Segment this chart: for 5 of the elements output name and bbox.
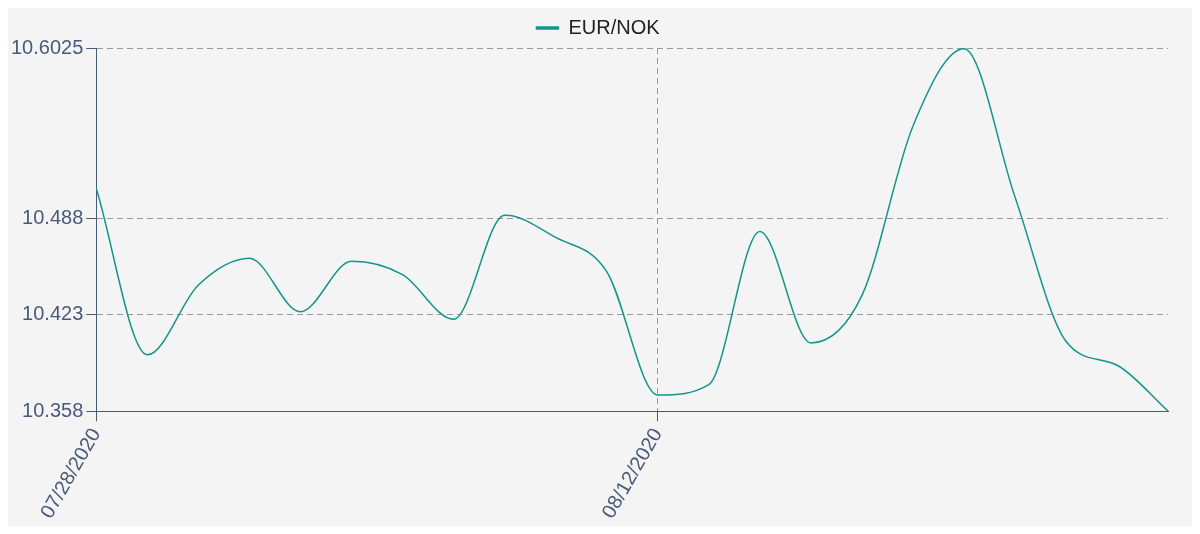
- y-tick-label: 10.6025: [11, 35, 84, 58]
- y-tick-label: 10.423: [22, 302, 84, 325]
- y-tick-label: 10.358: [22, 398, 84, 421]
- legend-label: EUR/NOK: [568, 15, 661, 38]
- y-tick-label: 10.488: [22, 205, 84, 228]
